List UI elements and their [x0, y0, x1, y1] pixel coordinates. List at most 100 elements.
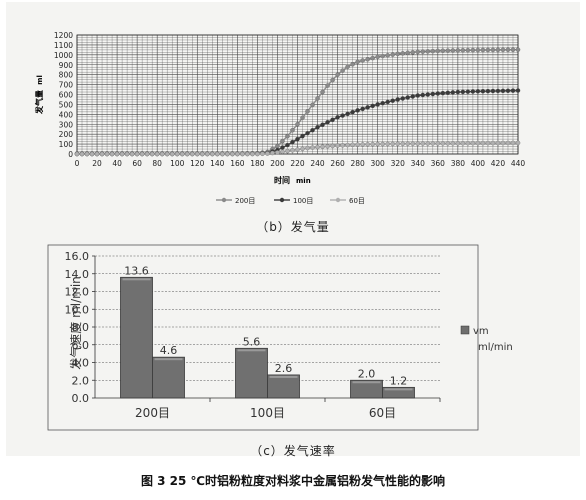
series-point — [275, 143, 280, 149]
series-point — [515, 47, 521, 52]
figure-title: 图 3 25 ℃时铝粉粒度对料浆中金属铝粉发气性能的影响 — [140, 474, 446, 488]
series-point — [510, 88, 516, 93]
caption-b: （b）发气量 — [256, 220, 330, 234]
series-point — [405, 141, 410, 146]
series-point — [460, 140, 466, 146]
x-tick-label: 280 — [350, 159, 365, 168]
series-point — [435, 48, 441, 54]
series-point — [360, 58, 365, 63]
x-tick-label: 140 — [210, 159, 225, 168]
series-point — [495, 88, 501, 94]
series-point — [340, 68, 345, 73]
x-tick-label: 420 — [491, 159, 506, 168]
series-point — [440, 141, 446, 146]
series-point — [350, 62, 355, 67]
series-point — [79, 151, 85, 157]
bar-highlight — [352, 381, 381, 384]
series-point — [370, 55, 375, 61]
series-point — [415, 49, 421, 55]
series-point — [335, 143, 340, 148]
caption-c: （c）发气速率 — [250, 444, 336, 458]
series-point — [345, 64, 350, 69]
bar-value-label: 4.6 — [160, 344, 178, 357]
series-point — [350, 109, 355, 115]
series-point — [129, 151, 135, 157]
bar-chart-y-label: 发气速度 ml/min — [68, 276, 83, 370]
series-point — [460, 89, 466, 95]
series-point — [420, 141, 426, 146]
series-point — [265, 151, 270, 156]
series-point — [410, 50, 416, 55]
series-point — [410, 141, 416, 146]
series-point — [515, 140, 521, 146]
line-chart-grid — [76, 34, 519, 155]
series-point — [365, 57, 370, 62]
series-point — [450, 48, 456, 53]
series-point — [320, 122, 325, 127]
series-point — [300, 115, 305, 121]
series-point — [435, 141, 441, 146]
series-point — [315, 144, 320, 150]
series-point — [345, 111, 350, 117]
series-point — [495, 140, 501, 146]
series-point — [325, 144, 330, 149]
bar-chart-legend-label: vm — [473, 326, 489, 337]
series-point — [500, 47, 506, 53]
series-point — [445, 48, 451, 53]
series-point — [350, 142, 355, 148]
series-point — [390, 141, 395, 147]
series-point — [315, 124, 320, 130]
y-tick-label: 0 — [68, 150, 73, 159]
bar — [120, 276, 153, 399]
gas-rate-bar-chart: 0.0 2.0 4.0 6.0 8.0 10.0 12.0 14.0 16.0 13.6 4.6 5… — [47, 244, 513, 431]
series-point — [490, 140, 496, 146]
series-point — [285, 133, 290, 139]
series-point — [164, 151, 170, 157]
series-point — [134, 151, 140, 157]
series-point — [470, 47, 476, 53]
series-point — [295, 122, 300, 127]
series-point — [405, 95, 410, 100]
series-point — [385, 53, 390, 58]
series-point — [485, 88, 491, 94]
series-point — [450, 141, 456, 146]
x-tick-label: 120 — [190, 159, 205, 168]
series-point — [385, 99, 390, 105]
series-point — [280, 149, 285, 155]
y-tick-label: 300 — [59, 120, 74, 129]
y-tick-label: 12.0 — [65, 286, 90, 299]
x-tick-label: 0 — [75, 159, 80, 168]
x-tick-label: 40 — [112, 159, 122, 168]
series-point — [104, 151, 110, 157]
series-point — [385, 141, 390, 147]
y-tick-label: 800 — [59, 71, 74, 80]
series-point — [320, 144, 325, 149]
series-point — [425, 49, 431, 54]
y-tick-label: 1100 — [54, 41, 73, 50]
series-point — [280, 145, 285, 150]
y-tick-label: 16.0 — [65, 250, 90, 263]
series-point — [455, 48, 461, 53]
series-point — [230, 151, 235, 157]
series-point — [295, 147, 300, 152]
x-tick-label: 60 — [132, 159, 142, 168]
bar-highlight — [154, 358, 183, 361]
series-point — [275, 150, 280, 155]
plot-frame — [76, 34, 519, 155]
bar-highlight — [384, 388, 413, 391]
series-point — [300, 133, 305, 139]
series-point — [505, 47, 511, 53]
series-point — [99, 151, 105, 157]
series-point — [154, 151, 160, 157]
series-point — [440, 48, 446, 53]
bar-highlight — [237, 349, 266, 352]
series-point — [380, 100, 385, 106]
series-point — [505, 140, 511, 146]
x-tick-label: 340 — [411, 159, 426, 168]
series-point — [425, 141, 431, 146]
y-tick-label: 10.0 — [65, 303, 90, 316]
series-point — [340, 143, 345, 148]
series-point — [465, 47, 471, 53]
series-point — [495, 47, 501, 53]
series-point — [280, 138, 285, 144]
